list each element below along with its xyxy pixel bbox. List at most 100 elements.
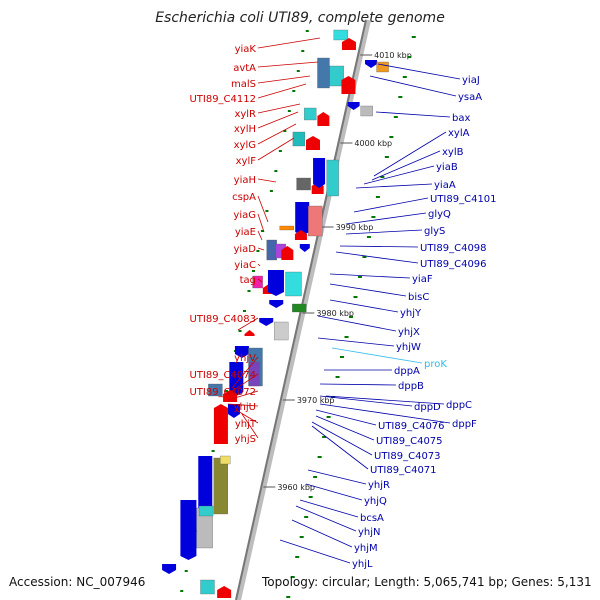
track-dot	[317, 456, 322, 458]
track-dot	[184, 570, 188, 572]
track-dot	[398, 96, 403, 98]
track-dot	[180, 590, 184, 592]
gene-label-right: ysaA	[458, 92, 482, 103]
track-dot	[269, 190, 273, 192]
gene-label-right: yhjX	[398, 327, 420, 338]
track-dot	[265, 210, 269, 212]
leader-line	[345, 229, 423, 235]
reverse-gene-arrow	[180, 500, 197, 560]
gene-label-left: yiaC	[234, 260, 256, 271]
gene-block	[208, 383, 223, 397]
track-dot	[301, 50, 305, 52]
gene-label-right: yiaF	[412, 274, 433, 285]
gene-label-right: yhjQ	[364, 496, 387, 507]
gene-label-right: dppA	[394, 366, 420, 377]
track-dot	[247, 290, 251, 292]
gene-block	[292, 303, 307, 313]
leader-line	[257, 61, 319, 68]
tick-label: 3970 kbp	[297, 396, 335, 405]
leader-line	[339, 245, 419, 248]
track-dot	[326, 416, 331, 418]
leader-line	[257, 37, 321, 49]
reverse-gene-arrow	[365, 60, 378, 68]
gene-label-right: UTI89_C4101	[430, 194, 497, 205]
gene-block	[279, 225, 294, 231]
gene-label-left: yiaG	[233, 210, 256, 221]
gene-block	[333, 29, 348, 41]
leader-line	[291, 519, 353, 548]
leader-line	[355, 183, 433, 189]
gene-label-right: bax	[452, 113, 470, 124]
track-dot	[287, 110, 291, 112]
leader-line	[305, 483, 363, 501]
gene-block	[292, 131, 306, 147]
leader-line	[315, 409, 377, 426]
gene-label-left: yiaE	[235, 227, 256, 238]
leader-line	[369, 75, 457, 97]
track-dot	[349, 316, 353, 318]
genome-summary: Topology: circular; Length: 5,065,741 bp…	[262, 575, 592, 589]
leader-line	[319, 383, 397, 386]
leader-line	[329, 299, 399, 313]
track-dot	[402, 76, 407, 78]
track-dot	[353, 296, 358, 298]
reverse-gene-arrow	[259, 318, 274, 326]
gene-block	[252, 275, 263, 289]
leader-line	[257, 103, 301, 114]
gene-label-right: dppB	[398, 381, 424, 392]
forward-gene-arrow	[306, 136, 320, 150]
track-dot	[411, 36, 416, 38]
tick-label: 4000 kbp	[354, 139, 392, 148]
gene-label-right: UTI89_C4076	[378, 421, 445, 432]
leader-line	[311, 425, 369, 470]
gene-label-left: yhjS	[235, 434, 256, 445]
gene-label-left: xylR	[234, 109, 256, 120]
gene-label-right: proK	[424, 359, 447, 370]
gene-block	[317, 57, 330, 89]
track-dot	[362, 256, 367, 258]
track-dot	[308, 496, 313, 498]
leader-line	[257, 123, 297, 145]
leader-line	[231, 356, 259, 389]
gene-label-left: yhjV	[234, 353, 256, 364]
track-dot	[211, 450, 215, 452]
gene-label-right: UTI89_C4075	[376, 436, 443, 447]
forward-gene-arrow	[217, 586, 232, 598]
leader-line	[371, 150, 441, 181]
track-dot	[366, 236, 371, 238]
gene-label-left: xylH	[234, 124, 256, 135]
leader-line	[377, 63, 461, 80]
gene-label-right: yiaB	[436, 162, 458, 173]
forward-gene-arrow	[244, 330, 255, 336]
track-dot	[313, 476, 318, 478]
tick-label: 3960 kbp	[277, 483, 315, 492]
label-leaders	[227, 37, 461, 564]
reverse-gene-arrow	[313, 158, 326, 188]
reverse-gene-arrow	[162, 564, 177, 574]
leader-line	[317, 337, 395, 347]
leader-line	[279, 539, 351, 564]
leader-line	[311, 421, 373, 456]
gene-label-right: UTI89_C4096	[420, 259, 487, 270]
tick-label: 3990 kbp	[336, 223, 374, 232]
leader-line	[257, 213, 265, 233]
leader-line	[315, 415, 375, 441]
track-dot	[225, 390, 229, 392]
gene-label-left: UTI89_C4072	[189, 387, 256, 398]
gene-label-left: xylG	[234, 140, 256, 151]
leader-line	[257, 278, 263, 283]
gene-label-right: yiaA	[434, 180, 456, 191]
leader-line	[257, 178, 277, 183]
gene-label-right: xylA	[448, 128, 470, 139]
gene-label-right: yhjM	[354, 543, 378, 554]
leader-line	[345, 212, 427, 225]
forward-gene-arrow	[341, 38, 356, 50]
track-dot	[238, 330, 242, 332]
gene-block	[220, 455, 231, 465]
track-dot	[292, 90, 296, 92]
leader-line	[331, 347, 423, 364]
forward-gene-arrow	[281, 246, 294, 260]
reverse-gene-arrow	[227, 404, 240, 418]
leader-line	[317, 315, 397, 332]
track-dot	[256, 250, 260, 252]
